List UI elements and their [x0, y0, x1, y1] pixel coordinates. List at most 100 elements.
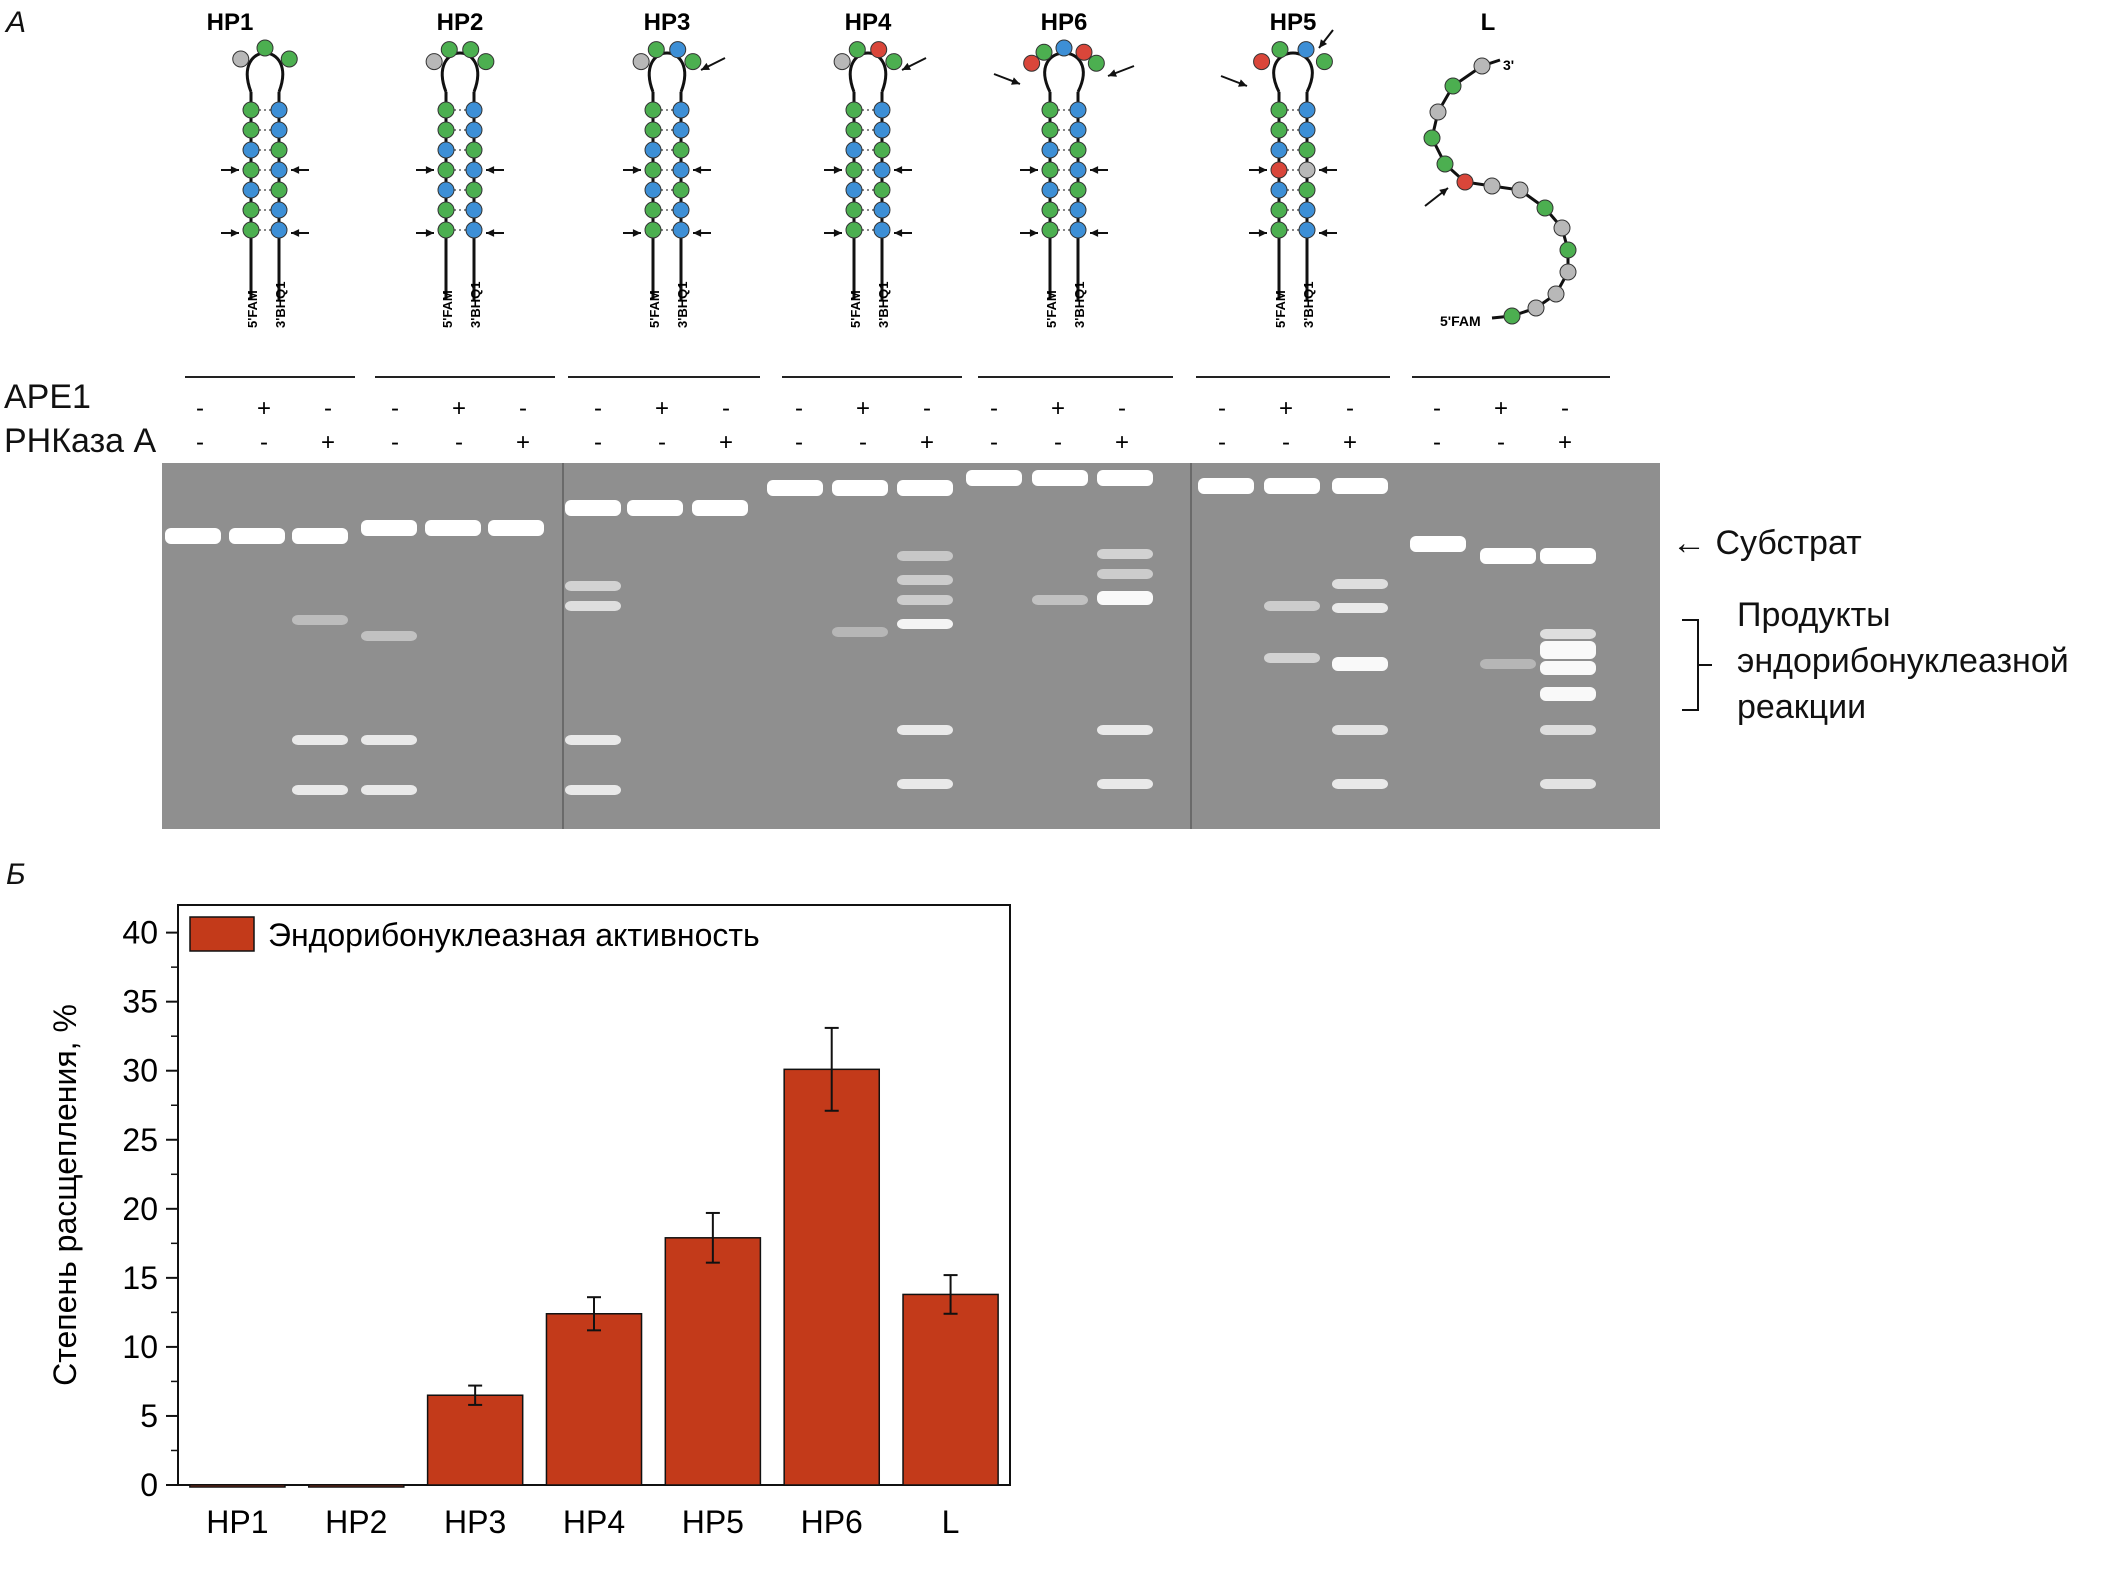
y-tick-label: 5	[140, 1398, 158, 1434]
rnase-sign: +	[1343, 429, 1357, 456]
rnase-sign: +	[321, 429, 335, 456]
rnase-sign: -	[196, 429, 204, 456]
ape1-sign: +	[452, 395, 466, 422]
products-line-1: Продукты	[1737, 596, 1891, 634]
nucleotide	[870, 41, 888, 59]
x-tick-label: HP2	[325, 1504, 387, 1540]
rnase-sign: +	[516, 429, 530, 456]
cleavage-arrow-head	[1258, 166, 1267, 174]
gel-band	[361, 520, 417, 536]
ape1-sign: -	[1118, 395, 1126, 422]
substrate-title: HP3	[644, 9, 691, 36]
cleavage-arrow-head	[1319, 39, 1328, 48]
gel-band	[897, 551, 953, 561]
three-prime-label: 3'BHQ1	[273, 282, 288, 328]
gel-band	[361, 735, 417, 745]
cleavage-arrow-head	[486, 166, 495, 174]
gel-band	[1540, 687, 1596, 701]
gel-band	[1540, 641, 1596, 659]
rnase-sign: -	[1282, 429, 1290, 456]
gel-band	[897, 595, 953, 605]
gel-band	[292, 615, 348, 625]
gel-band	[1540, 725, 1596, 735]
five-prime-label: 5'FAM	[440, 290, 455, 328]
five-prime-label: 5'FAM	[245, 290, 260, 328]
gel-band	[1032, 470, 1088, 486]
x-tick-label: HP3	[444, 1504, 506, 1540]
nucleotide	[1315, 53, 1333, 71]
gel-band	[1332, 579, 1388, 589]
gel-band	[1332, 725, 1388, 735]
nucleotide	[1297, 41, 1315, 59]
cleavage-arrow-head	[1090, 229, 1099, 237]
cleavage-arrow-head	[1011, 77, 1020, 85]
cleavage-arrow-head	[902, 62, 911, 70]
cleavage-arrow-head	[1090, 166, 1099, 174]
gel-image	[162, 463, 1712, 829]
gel-band	[692, 500, 748, 516]
products-line-3: реакции	[1737, 688, 1867, 726]
cleavage-arrow-head	[894, 166, 903, 174]
y-tick-label: 20	[122, 1191, 158, 1227]
rnase-sign: -	[1054, 429, 1062, 456]
nucleotide	[1553, 219, 1571, 237]
gel-band	[565, 581, 621, 591]
ape1-sign: +	[257, 395, 271, 422]
products-line-2: эндорибонуклеазной	[1737, 642, 2069, 680]
gel-band	[1097, 779, 1153, 789]
y-tick-label: 0	[140, 1467, 158, 1503]
substrate-title: HP5	[1270, 9, 1317, 36]
ape1-sign: -	[196, 395, 204, 422]
rnase-sign: -	[859, 429, 867, 456]
rnase-sign: +	[1558, 429, 1572, 456]
rnase-sign: -	[1497, 429, 1505, 456]
cleavage-arrow-head	[693, 166, 702, 174]
gel-band	[1097, 591, 1153, 605]
nucleotide	[1527, 299, 1545, 317]
gel-band	[292, 785, 348, 795]
nucleotide	[232, 50, 250, 68]
five-prime-label: 5'FAM	[848, 290, 863, 328]
cleavage-arrow-head	[486, 229, 495, 237]
x-tick-label: HP1	[206, 1504, 268, 1540]
nucleotide	[1035, 43, 1053, 61]
rnase-sign: +	[719, 429, 733, 456]
x-tick-label: HP4	[563, 1504, 625, 1540]
nucleotide	[632, 53, 650, 71]
nucleotide	[647, 41, 665, 59]
legend-label: Эндорибонуклеазная активность	[268, 917, 760, 953]
cleavage-arrow-head	[833, 229, 842, 237]
cleavage-arrow-head	[833, 166, 842, 174]
rnase-sign: -	[391, 429, 399, 456]
gel-band	[565, 500, 621, 516]
ape1-sign: +	[1279, 395, 1293, 422]
gel-band	[1097, 549, 1153, 559]
gel-band	[767, 480, 823, 496]
nucleotide	[1023, 54, 1041, 72]
nucleotide	[1075, 43, 1093, 61]
rnase-sign: -	[260, 429, 268, 456]
nucleotide	[280, 50, 298, 68]
nucleotide	[256, 39, 274, 57]
cleavage-arrow-head	[693, 229, 702, 237]
products-bracket	[1682, 619, 1699, 711]
gel-band	[1410, 536, 1466, 552]
cleavage-arrow-head	[425, 166, 434, 174]
rnase-sign: -	[1433, 429, 1441, 456]
gel-band	[832, 480, 888, 496]
five-prime-label: 5'FAM	[1273, 290, 1288, 328]
nucleotide	[1423, 129, 1441, 147]
nucleotide	[833, 53, 851, 71]
cleavage-arrow-head	[1029, 166, 1038, 174]
cleavage-bar-chart: 0 5 10 15 20 25 30 35 40 Степень расщепления, % HP…	[47, 904, 1011, 1540]
gel-band	[1198, 478, 1254, 494]
gel-band	[897, 725, 953, 735]
arrow-left-icon: ←	[1672, 524, 1706, 562]
gel-band	[1332, 779, 1388, 789]
gel-band	[897, 575, 953, 585]
nucleotide	[1547, 285, 1565, 303]
y-tick-label: 30	[122, 1053, 158, 1089]
nucleotide	[1087, 54, 1105, 72]
ape1-sign: -	[594, 395, 602, 422]
nucleotide	[1473, 57, 1491, 75]
